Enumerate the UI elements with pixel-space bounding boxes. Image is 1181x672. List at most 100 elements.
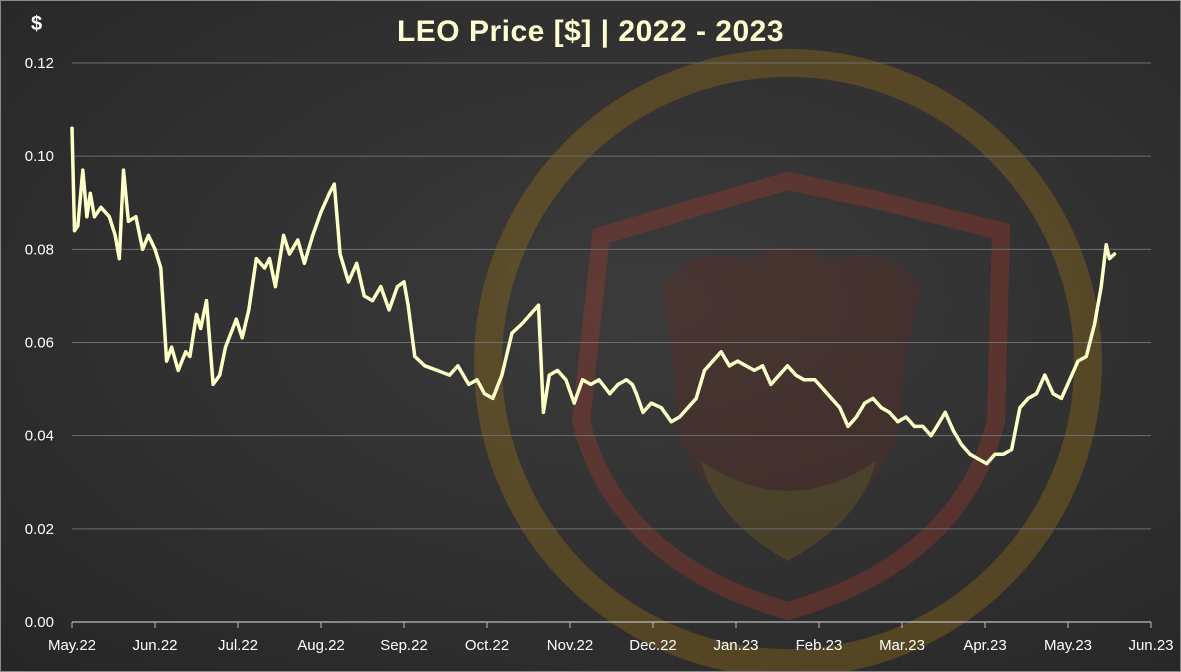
data-point [608,392,612,396]
x-tick-label: May.22 [48,637,96,654]
data-point [117,257,121,261]
data-point [547,373,551,377]
data-point [649,401,653,405]
data-point [1099,285,1103,289]
data-point [510,331,514,335]
data-point [536,303,541,307]
data-point [500,373,504,377]
data-point [785,364,790,368]
data-point [1051,392,1055,396]
data-point [669,420,673,424]
data-point [302,261,306,265]
y-tick-label: 0.12 [25,55,54,72]
y-axis-unit-label: $ [31,13,43,35]
data-point [92,215,96,219]
data-point [223,345,228,349]
y-tick-label: 0.04 [25,428,54,445]
data-point [863,401,867,405]
data-point [564,378,568,382]
data-point [159,266,163,270]
data-point [572,401,576,405]
data-point [802,378,806,382]
data-point [467,382,471,386]
series-line-0 [70,126,1117,466]
data-point [744,364,748,368]
lion-watermark-emblem [474,49,1102,671]
data-point [1093,322,1097,326]
data-point [85,215,89,219]
y-tick-label: 0.06 [25,335,54,352]
data-point [121,168,126,172]
data-point [282,233,286,237]
data-point [634,392,639,396]
data-point [346,280,350,284]
data-point [694,396,698,400]
data-point [76,224,80,228]
y-tick-label: 0.02 [25,521,54,538]
x-tick-label: Oct.22 [465,637,509,654]
data-point [423,364,427,368]
data-point [943,410,947,414]
data-point [126,219,130,223]
series-layer [70,126,1117,466]
data-point [184,350,188,354]
data-point [287,252,292,256]
data-point [176,368,180,372]
data-point [813,378,817,382]
data-point [968,452,972,456]
data-point [134,215,138,219]
data-point [113,233,117,237]
data-point [435,368,439,372]
data-point [976,457,981,461]
data-point [211,382,215,386]
data-point [589,382,593,386]
data-point [448,373,452,377]
data-point [761,364,765,368]
data-point [624,378,629,382]
data-point [929,434,933,438]
data-point [838,406,842,410]
data-point [188,354,192,359]
data-point [935,424,939,428]
data-point [402,280,406,284]
data-point [541,410,546,414]
data-point [887,410,892,414]
x-tick-label: Jun.22 [132,637,177,654]
y-tick-label: 0.10 [25,148,54,165]
data-point [362,294,366,298]
data-point [854,415,859,419]
watermark-lion-face [661,246,921,541]
data-point [194,312,199,317]
data-point [141,247,145,251]
data-point [719,350,723,354]
data-point [846,424,850,428]
data-point [370,299,375,303]
data-point [240,336,244,340]
data-point [1104,243,1108,247]
data-point [528,312,532,317]
data-point [736,359,740,363]
data-point [597,378,601,382]
data-point [165,359,169,363]
data-point [960,443,964,447]
data-point [1112,252,1117,256]
data-point [456,364,460,368]
data-point [475,378,479,382]
data-point [296,238,300,242]
data-point [821,387,825,391]
data-point [234,317,238,321]
data-point [153,247,157,251]
data-point [1001,452,1005,456]
data-point [794,373,798,377]
data-point [777,373,781,377]
data-point [985,462,989,466]
watermark-lion-mane [701,461,876,561]
data-point [218,373,222,377]
data-point [659,406,663,410]
data-point [921,424,925,428]
data-point [146,233,150,237]
data-point [686,406,690,410]
x-tick-label: Jan.23 [713,637,758,654]
